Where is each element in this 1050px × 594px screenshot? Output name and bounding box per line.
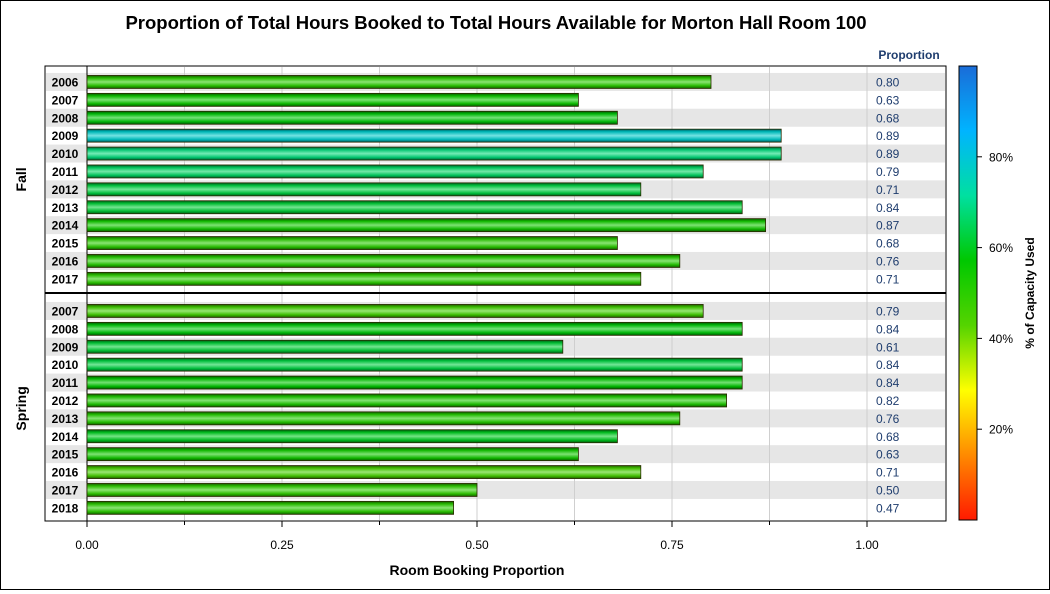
data-label: 0.87 (876, 219, 900, 233)
category-label: 2009 (52, 129, 79, 143)
data-label: 0.80 (876, 75, 900, 89)
x-tick-label: 0.75 (660, 538, 684, 552)
data-label: 0.63 (876, 93, 900, 107)
category-label: 2012 (52, 183, 79, 197)
data-label: 0.89 (876, 147, 900, 161)
data-label: 0.61 (876, 340, 900, 354)
colorbar-tick-label: 40% (989, 332, 1013, 346)
bar (86, 271, 642, 286)
bar (86, 447, 579, 462)
category-label: 2010 (52, 147, 79, 161)
x-tick-label: 1.00 (855, 538, 879, 552)
data-label: 0.71 (876, 272, 900, 286)
data-label: 0.79 (876, 165, 900, 179)
bar (86, 483, 478, 497)
bar (86, 182, 642, 197)
category-label: 2015 (52, 448, 79, 462)
category-label: 2007 (52, 93, 79, 107)
colorbar-tick-label: 80% (989, 150, 1013, 164)
bar (86, 304, 704, 318)
bar (86, 128, 782, 143)
data-label: 0.89 (876, 129, 900, 143)
data-label: 0.84 (876, 322, 900, 336)
bar (86, 218, 766, 233)
colorbar: 20% 40% 60% 80% (958, 65, 1013, 521)
plot-area: 0.00 0.25 0.50 0.75 1.00 2006 0.80 2007 0.63 2008… (13, 65, 947, 552)
plot-border (44, 65, 947, 522)
data-label: 0.84 (876, 376, 900, 390)
data-label: 0.50 (876, 483, 900, 497)
bar (86, 110, 618, 125)
category-label: 2017 (52, 272, 79, 286)
x-tick-label: 0.00 (75, 538, 99, 552)
chart-title: Proportion of Total Hours Booked to Tota… (125, 12, 866, 33)
category-label: 2018 (52, 501, 79, 515)
category-label: 2008 (52, 111, 79, 125)
category-label: 2008 (52, 322, 79, 336)
bar (86, 429, 618, 444)
x-tick-label: 0.25 (270, 538, 294, 552)
category-label: 2010 (52, 358, 79, 372)
category-label: 2015 (52, 237, 79, 251)
category-label: 2017 (52, 483, 79, 497)
bar (86, 200, 743, 215)
bar (86, 411, 681, 426)
category-label: 2013 (52, 412, 79, 426)
category-label: 2013 (52, 201, 79, 215)
bar (86, 146, 782, 161)
category-label: 2009 (52, 340, 79, 354)
bar (86, 254, 681, 268)
category-label: 2016 (52, 466, 79, 480)
bar (86, 465, 642, 479)
data-label: 0.63 (876, 448, 900, 462)
data-label: 0.47 (876, 501, 900, 515)
data-label: 0.76 (876, 412, 900, 426)
data-label: 0.71 (876, 183, 900, 197)
bar (86, 164, 704, 179)
data-label: 0.84 (876, 201, 900, 215)
colorbar-label: % of Capacity Used (1023, 237, 1037, 348)
bar (86, 357, 743, 372)
panel-label: Fall (13, 167, 29, 191)
category-label: 2014 (52, 219, 79, 233)
x-axis-label: Room Booking Proportion (390, 562, 565, 578)
category-label: 2007 (52, 304, 79, 318)
bar (86, 236, 618, 250)
data-label: 0.76 (876, 254, 900, 268)
category-label: 2014 (52, 430, 79, 444)
bar (86, 375, 743, 390)
category-label: 2006 (52, 75, 79, 89)
bar (86, 500, 455, 515)
data-label: 0.82 (876, 394, 900, 408)
bar (86, 75, 712, 89)
data-label: 0.68 (876, 111, 900, 125)
value-column-header: Proportion (878, 48, 939, 62)
category-label: 2012 (52, 394, 79, 408)
category-label: 2011 (52, 376, 78, 390)
category-label: 2016 (52, 254, 79, 268)
bar (86, 339, 564, 354)
data-label: 0.79 (876, 304, 900, 318)
bar (86, 92, 579, 107)
colorbar-ramp (958, 65, 978, 521)
category-label: 2011 (52, 165, 78, 179)
bar (86, 393, 727, 408)
panel-label: Spring (13, 386, 29, 430)
bar (86, 321, 743, 336)
data-label: 0.68 (876, 430, 900, 444)
x-tick-label: 0.50 (465, 538, 489, 552)
colorbar-tick-label: 20% (989, 423, 1013, 437)
data-label: 0.68 (876, 237, 900, 251)
data-label: 0.71 (876, 466, 900, 480)
colorbar-tick-label: 60% (989, 241, 1013, 255)
data-label: 0.84 (876, 358, 900, 372)
